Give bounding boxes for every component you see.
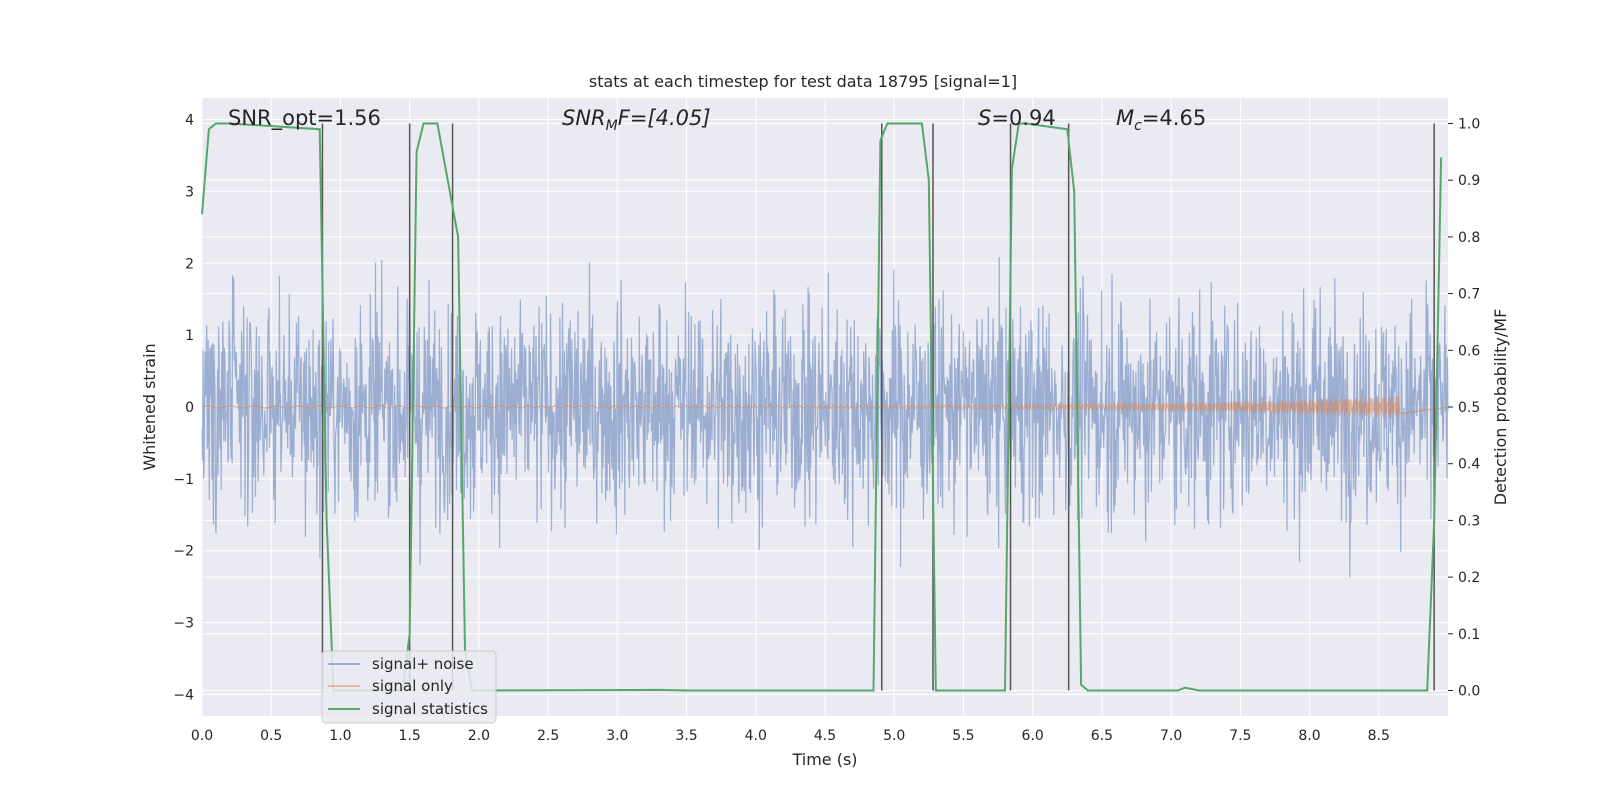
s-annotation: S=0.94 [978,106,1056,130]
y2-tick-label: 0.2 [1458,570,1480,586]
snr-mf-f: F=[4.05] [618,106,711,130]
y-tick-label: 0 [185,400,194,416]
mc-main: M [1116,106,1134,130]
s-rest: =0.94 [991,106,1055,130]
x-tick-label: 4.0 [745,728,767,744]
x-tick-label: 1.0 [329,728,351,744]
y-tick-label: −1 [173,472,194,488]
mc-sub: c [1134,118,1142,134]
x-tick-label: 3.0 [606,728,628,744]
x-tick-label: 5.0 [883,728,905,744]
y2-tick-label: 0.5 [1458,400,1480,416]
y2-tick-label: 0.9 [1458,173,1480,189]
y-tick-label: 3 [185,184,194,200]
s-italic: S [978,106,991,130]
mc-annotation: Mc=4.65 [1116,106,1206,134]
y2-tick-label: 0.0 [1458,683,1480,699]
x-tick-label: 6.0 [1022,728,1044,744]
x-tick-label: 6.5 [1091,728,1113,744]
x-tick-label: 7.0 [1160,728,1182,744]
tick-labels: 0.0 0.5 1.0 1.5 2.0 2.5 3.0 3.5 4.0 4.5 5.0 5.5 6.0 6… [173,113,1480,744]
y2-tick-label: 0.4 [1458,457,1480,473]
snr-mf-annotation: SNRMF=[4.05] [562,106,711,134]
x-tick-label: 2.0 [468,728,490,744]
x-tick-label: 1.5 [399,728,421,744]
x-axis-label: Time (s) [791,750,857,769]
y2-tick-label: 0.6 [1458,343,1480,359]
x-tick-label: 7.5 [1229,728,1251,744]
y2-tick-label: 1.0 [1458,117,1480,133]
y2-axis-label: Detection probability/MF [1491,309,1510,506]
chart-title: stats at each timestep for test data 187… [589,72,1017,91]
x-tick-label: 4.5 [814,728,836,744]
y-tick-label: 4 [185,113,194,129]
x-tick-label: 8.0 [1298,728,1320,744]
y-axis-label: Whitened strain [140,343,159,470]
legend-box [321,650,497,724]
x-tick-label: 0.0 [191,728,213,744]
y2-tick-label: 0.8 [1458,230,1480,246]
legend-label-signal: signal only [372,677,453,695]
y-tick-label: 1 [185,328,194,344]
y2-tick-label: 0.1 [1458,627,1480,643]
y-tick-label: 2 [185,256,194,272]
x-tick-label: 5.5 [952,728,974,744]
x-tick-label: 3.5 [675,728,697,744]
y-tick-label: −4 [173,687,194,703]
series-signal-only [201,396,1449,419]
y-tick-label: −3 [173,616,194,632]
y2-tick-label: 0.3 [1458,513,1480,529]
x-tick-label: 8.5 [1368,728,1390,744]
x-tick-label: 0.5 [260,728,282,744]
legend-label-statistics: signal statistics [372,700,488,718]
legend: signal+ noise signal only signal statist… [321,650,497,724]
y-tick-label: −2 [173,544,194,560]
snr-mf-main: SNR [562,106,606,130]
snr-opt-annotation: SNR_opt=1.56 [228,106,381,131]
y2-tick-label: 0.7 [1458,287,1480,303]
legend-label-noise: signal+ noise [372,655,474,673]
mc-rest: =4.65 [1142,106,1206,130]
x-tick-label: 2.5 [537,728,559,744]
snr-mf-sub: M [606,118,618,134]
